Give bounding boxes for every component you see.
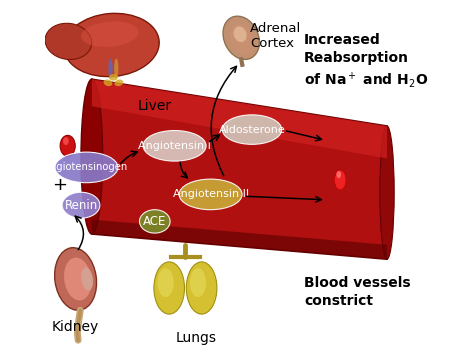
Text: Liver: Liver <box>138 99 172 113</box>
Ellipse shape <box>337 171 341 178</box>
Text: Lungs: Lungs <box>176 331 217 345</box>
Text: Kidney: Kidney <box>52 320 99 334</box>
Ellipse shape <box>63 137 69 145</box>
Ellipse shape <box>158 268 174 297</box>
Ellipse shape <box>62 192 100 218</box>
Ellipse shape <box>81 267 93 291</box>
Text: Aldosterone: Aldosterone <box>219 125 285 135</box>
Text: Blood vessels
constrict: Blood vessels constrict <box>304 276 411 307</box>
Ellipse shape <box>114 58 118 78</box>
Ellipse shape <box>186 262 217 314</box>
Ellipse shape <box>64 13 159 77</box>
Text: Angiotensin I: Angiotensin I <box>138 141 211 151</box>
Ellipse shape <box>81 79 103 234</box>
Ellipse shape <box>109 74 118 81</box>
Ellipse shape <box>45 23 92 59</box>
Text: ACE: ACE <box>143 215 166 228</box>
Text: Angiotensin II: Angiotensin II <box>172 189 249 199</box>
Ellipse shape <box>223 16 259 59</box>
Text: Increased
Reabsorption
of Na$^+$ and H$_2$O: Increased Reabsorption of Na$^+$ and H$_… <box>304 33 428 90</box>
Ellipse shape <box>380 126 394 259</box>
Text: Renin: Renin <box>64 199 98 212</box>
Ellipse shape <box>114 80 123 86</box>
Ellipse shape <box>64 257 91 301</box>
Ellipse shape <box>55 152 118 183</box>
Ellipse shape <box>154 262 184 314</box>
Text: Angiotensinogen: Angiotensinogen <box>44 162 129 172</box>
Polygon shape <box>92 79 387 158</box>
Ellipse shape <box>108 58 112 78</box>
Ellipse shape <box>334 170 346 190</box>
Polygon shape <box>92 220 387 259</box>
Ellipse shape <box>81 21 139 47</box>
Polygon shape <box>92 79 387 259</box>
Text: +: + <box>53 176 68 194</box>
Ellipse shape <box>234 26 247 42</box>
Ellipse shape <box>54 248 97 310</box>
Ellipse shape <box>222 115 282 144</box>
Ellipse shape <box>140 210 170 233</box>
Ellipse shape <box>179 179 242 210</box>
Text: Adrenal
Cortex: Adrenal Cortex <box>250 22 302 50</box>
Ellipse shape <box>230 23 255 54</box>
Ellipse shape <box>104 80 112 86</box>
Ellipse shape <box>60 135 75 156</box>
Ellipse shape <box>143 130 206 161</box>
Ellipse shape <box>190 268 206 297</box>
